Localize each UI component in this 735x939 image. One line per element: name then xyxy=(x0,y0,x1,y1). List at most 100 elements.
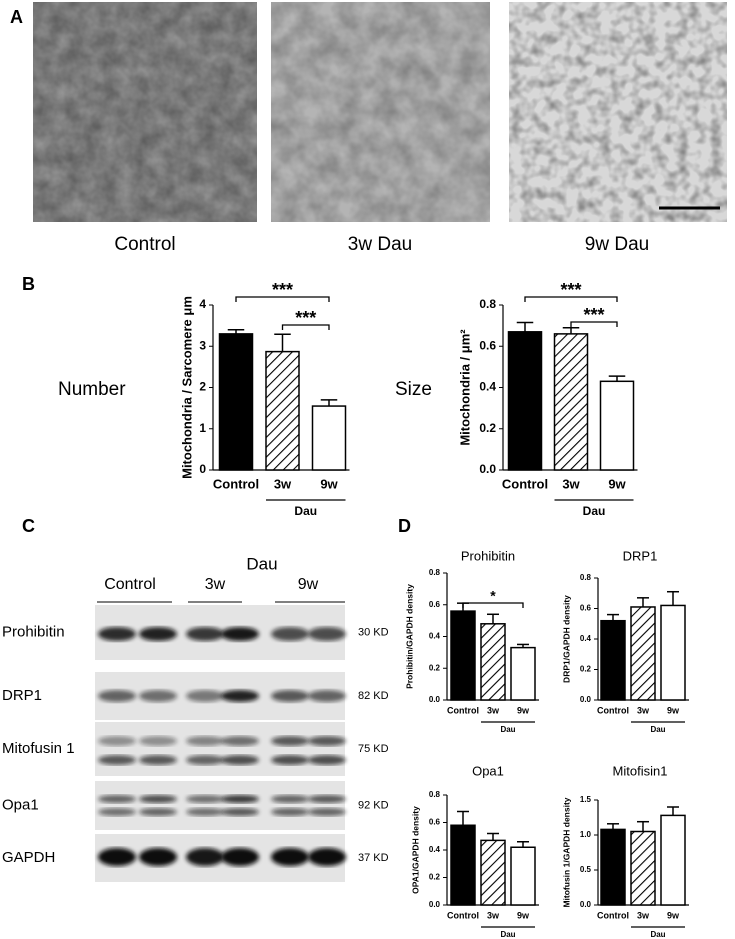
y-axis-label: Mitochondria / μm² xyxy=(457,329,472,446)
micrograph-label: 9w Dau xyxy=(585,234,649,255)
blot-band xyxy=(186,795,224,803)
y-tick-label: 0.6 xyxy=(479,338,496,352)
blot-band xyxy=(221,690,259,702)
bar xyxy=(553,333,589,471)
protein-label: Prohibitin xyxy=(2,623,65,640)
y-tick-label: 0.8 xyxy=(580,573,592,582)
protein-label: Opa1 xyxy=(2,796,39,813)
blot-band xyxy=(221,808,259,816)
blot-lane-group: 3w xyxy=(205,576,226,593)
x-tick-label: 9w xyxy=(667,910,680,920)
bar xyxy=(600,619,626,701)
y-tick-label: 0.4 xyxy=(429,845,441,854)
y-tick-label: 0.2 xyxy=(429,873,441,882)
protein-label: DRP1 xyxy=(2,687,42,704)
blot-band xyxy=(308,690,346,702)
group-label: Dau xyxy=(294,504,317,518)
bar xyxy=(599,380,635,471)
x-tick-label: Control xyxy=(213,476,259,491)
y-tick-label: 0.4 xyxy=(479,380,496,394)
micrograph-label: 3w Dau xyxy=(348,234,412,255)
blot-band xyxy=(139,755,177,765)
x-tick-label: 9w xyxy=(517,705,530,715)
group-label: Dau xyxy=(500,930,515,939)
x-tick-label: Control xyxy=(447,705,479,715)
y-tick-label: 0.2 xyxy=(580,665,592,674)
bar xyxy=(630,606,656,701)
x-tick-label: 3w xyxy=(562,476,580,491)
blot-band xyxy=(308,755,346,765)
y-tick-label: 0.5 xyxy=(580,865,592,874)
western-blot xyxy=(95,605,346,882)
blot-band xyxy=(98,795,136,803)
blot-band xyxy=(308,848,346,866)
blot-band xyxy=(271,808,309,816)
chart-title: Prohibitin xyxy=(461,548,515,563)
protein-label: Mitofusin 1 xyxy=(2,740,75,757)
x-tick-label: 3w xyxy=(274,476,292,491)
x-tick-label: 9w xyxy=(608,476,626,491)
blot-band xyxy=(221,736,259,746)
panel-label: C xyxy=(22,516,35,536)
bar xyxy=(218,333,254,471)
micrograph-texture xyxy=(33,2,257,222)
blot-band xyxy=(186,690,224,702)
y-tick-label: 0.8 xyxy=(429,568,441,577)
blot-band xyxy=(98,808,136,816)
y-tick-label: 0.8 xyxy=(479,297,496,311)
bar xyxy=(450,610,476,701)
bar xyxy=(480,839,506,906)
x-tick-label: 9w xyxy=(320,476,338,491)
blot-band xyxy=(139,627,177,641)
y-tick-label: 2 xyxy=(199,380,206,394)
significance-bracket xyxy=(524,296,618,302)
blot-band xyxy=(139,795,177,803)
size-label: 37 KD xyxy=(358,852,389,864)
micrograph-label: Control xyxy=(114,234,175,255)
y-tick-label: 0.8 xyxy=(429,790,441,799)
x-tick-label: 3w xyxy=(487,910,500,920)
significance-bracket xyxy=(235,296,330,302)
y-tick-label: 0.0 xyxy=(479,462,496,476)
blot-lane-group: 9w xyxy=(298,576,319,593)
blot-band xyxy=(186,808,224,816)
y-tick-label: 0.4 xyxy=(429,632,441,641)
blot-lane-group: Control xyxy=(104,576,156,593)
significance-label: *** xyxy=(272,280,293,300)
side-label: Size xyxy=(395,379,432,400)
bar xyxy=(510,846,536,906)
y-axis-label: OPA1/GAPDH density xyxy=(410,806,420,894)
blot-band xyxy=(139,690,177,702)
bar xyxy=(311,405,347,471)
y-tick-label: 4 xyxy=(199,297,206,311)
blot-band xyxy=(221,755,259,765)
y-tick-label: 0.4 xyxy=(580,634,592,643)
panel-label: A xyxy=(10,7,23,27)
blot-band xyxy=(308,736,346,746)
y-tick-label: 0.0 xyxy=(429,695,441,704)
significance-label: *** xyxy=(560,280,581,300)
y-tick-label: 0.6 xyxy=(429,818,441,827)
group-label: Dau xyxy=(650,930,665,939)
blot-band xyxy=(186,848,224,866)
y-tick-label: 1.5 xyxy=(580,795,592,804)
group-label: Dau xyxy=(583,504,606,518)
x-tick-label: 3w xyxy=(637,910,650,920)
panel-label: B xyxy=(22,274,35,294)
y-axis-label: Mitochondria / Sarcomere μm xyxy=(179,296,194,479)
blot-band xyxy=(271,755,309,765)
blot-band xyxy=(98,755,136,765)
y-tick-label: 0.2 xyxy=(429,663,441,672)
y-tick-label: 0.0 xyxy=(580,900,592,909)
blot-band xyxy=(308,808,346,816)
micrograph-texture xyxy=(509,2,727,222)
blot-band xyxy=(139,848,177,866)
blot-band xyxy=(186,627,224,641)
chart-title: Opa1 xyxy=(472,763,504,778)
blot-strip xyxy=(95,781,345,830)
group-label: Dau xyxy=(650,725,665,734)
blot-band xyxy=(221,627,259,641)
x-tick-label: 9w xyxy=(517,910,530,920)
